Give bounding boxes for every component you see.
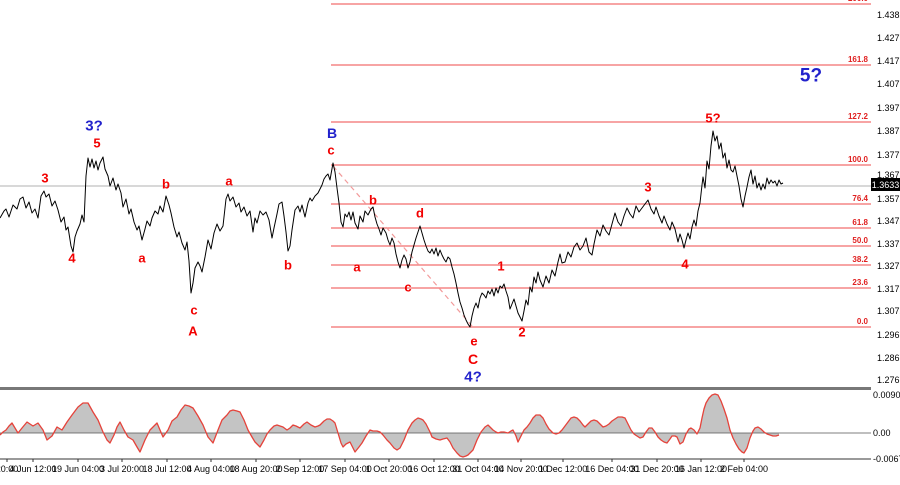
oscillator-line-series [0, 393, 780, 458]
wave-label-b: b [369, 192, 377, 208]
price-axis-label-1.3272: 1.3272 [877, 261, 900, 271]
time-axis-label: 1 Oct 20:00 [365, 464, 413, 474]
wave-label-b: b [162, 176, 170, 192]
fib-label-127.2: 127.2 [847, 112, 868, 121]
wave-label-e: e [470, 333, 478, 349]
oscillator-axis-label-0.00: 0.00 [873, 428, 891, 438]
wave-label-c: c [190, 302, 198, 318]
time-axis-label: 4 Jun 12:00 [9, 464, 57, 474]
wave-label-3q: 3? [85, 117, 103, 135]
wave-label-C: C [467, 351, 479, 367]
time-axis-label: 1 Dec 12:00 [538, 464, 588, 474]
panel-separator [0, 387, 871, 390]
fib-label-161.8: 161.8 [847, 55, 868, 64]
time-axis-label: 16 Oct 12:00 [408, 464, 460, 474]
time-axis-label: 16 Dec 04:00 [585, 464, 639, 474]
fib-label-61.8: 61.8 [852, 218, 868, 227]
time-axis-label: 2 Feb 04:00 [719, 464, 769, 474]
time-axis-label: 18 Aug 20:00 [229, 464, 283, 474]
price-axis-label-1.2867: 1.2867 [877, 353, 900, 363]
fib-label-76.4: 76.4 [852, 194, 868, 203]
time-axis-label: 2 Sep 12:00 [275, 464, 325, 474]
price-axis-label-1.3777: 1.3777 [877, 150, 900, 160]
wave-label-A: A [188, 323, 198, 339]
price-axis-label-1.2767: 1.2767 [877, 375, 900, 385]
wave-label-B: B [326, 125, 338, 141]
current-price-value: 1.3633 [871, 179, 900, 190]
time-axis-label: 17 Sep 04:00 [318, 464, 372, 474]
price-axis-label-1.4177: 1.4177 [877, 56, 900, 66]
fib-label-38.2: 38.2 [852, 255, 868, 264]
price-axis-label-1.2967: 1.2967 [877, 330, 900, 340]
wave-label-b: b [284, 257, 292, 273]
wave-label-3: 3 [41, 170, 49, 186]
wave-label-5: 5 [93, 135, 101, 151]
wave-label-a: a [225, 173, 233, 189]
time-axis-label: 16 Jan 12:00 [674, 464, 728, 474]
price-axis-label-1.3977: 1.3977 [877, 103, 900, 113]
wave-label-c: c [327, 142, 335, 158]
time-axis-label: 19 Jun 04:00 [51, 464, 105, 474]
price-line-series [0, 130, 784, 328]
chart-canvas [0, 3, 871, 462]
wave-label-a: a [353, 259, 361, 275]
current-price-badge: 1.3633 [871, 178, 900, 191]
wave-label-4: 4 [681, 256, 689, 272]
wave-label-4: 4 [68, 250, 76, 266]
wave-label-5q: 5? [799, 65, 823, 87]
wave-label-3: 3 [644, 179, 652, 195]
oscillator-axis-label-0.00902: 0.00902 [873, 390, 900, 400]
price-axis-label-1.3472: 1.3472 [877, 216, 900, 226]
price-axis-label-1.3372: 1.3372 [877, 239, 900, 249]
oscillator-fill [0, 394, 779, 457]
wave-label-a: a [138, 250, 146, 266]
time-axis-label: 4 Aug 04:00 [186, 464, 236, 474]
price-axis-label-1.4277: 1.4277 [877, 33, 900, 43]
wave-label-5q: 5? [705, 110, 721, 126]
time-axis-label: 3 Jul 20:00 [99, 464, 145, 474]
time-axis-label: 18 Jul 12:00 [142, 464, 192, 474]
fib-label-0.0: 0.0 [856, 317, 868, 326]
price-axis-label-1.3172: 1.3172 [877, 284, 900, 294]
oscillator-axis-label--0.00679: -0.00679 [873, 454, 900, 464]
wave-label-1: 1 [497, 258, 505, 274]
fib-label-200.0: 200.0 [848, 0, 868, 3]
price-axis-label-1.3672: 1.3672 [877, 170, 900, 180]
price-axis-label-1.4382: 1.4382 [877, 10, 900, 20]
fib-label-23.6: 23.6 [852, 278, 868, 287]
price-axis-label-1.3572: 1.3572 [877, 194, 900, 204]
wave-label-2: 2 [518, 324, 526, 340]
fib-label-50.0: 50.0 [852, 236, 868, 245]
fib-label-100.0: 100.0 [847, 155, 868, 164]
time-axis-label: 31 Oct 04:00 [452, 464, 504, 474]
price-axis-label-1.3072: 1.3072 [877, 306, 900, 316]
price-axis-label-1.3877: 1.3877 [877, 126, 900, 136]
time-axis-label: 31 Dec 20:00 [630, 464, 684, 474]
price-axis-label-1.4077: 1.4077 [877, 79, 900, 89]
time-axis-label: 20:00 [0, 464, 19, 474]
wave-label-c: c [404, 279, 412, 295]
wave-label-d: d [416, 205, 424, 221]
wave-label-4q: 4? [464, 368, 482, 386]
time-axis-label: 14 Nov 20:00 [494, 464, 548, 474]
